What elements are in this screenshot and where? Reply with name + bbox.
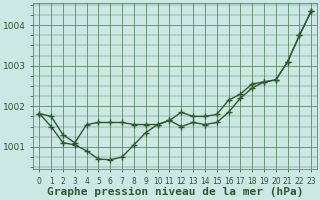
X-axis label: Graphe pression niveau de la mer (hPa): Graphe pression niveau de la mer (hPa)	[47, 187, 304, 197]
